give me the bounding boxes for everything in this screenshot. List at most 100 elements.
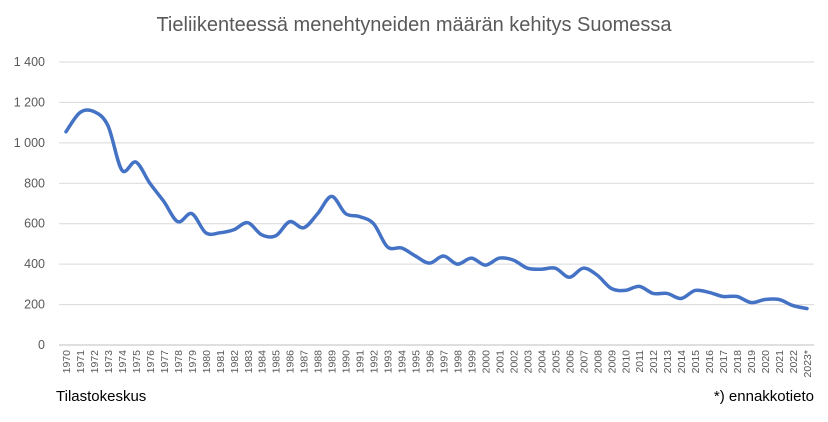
data-point	[344, 212, 348, 216]
data-point	[260, 233, 264, 237]
data-point	[665, 291, 669, 295]
data-point	[581, 266, 585, 270]
data-point	[414, 254, 418, 258]
x-tick-label: 2016	[704, 350, 716, 374]
data-point	[92, 110, 96, 114]
x-tick-label: 1975	[131, 350, 143, 374]
x-tick-label: 1987	[299, 350, 311, 374]
data-point	[232, 228, 236, 232]
data-point	[553, 266, 557, 270]
data-point	[358, 215, 362, 219]
data-point	[791, 304, 795, 308]
y-tick-label: 200	[24, 298, 45, 312]
data-point	[763, 298, 767, 302]
data-point	[288, 220, 292, 224]
x-tick-label: 1976	[145, 350, 157, 374]
data-point	[134, 160, 138, 164]
x-tick-label: 2017	[718, 350, 730, 374]
x-tick-label: 2023*	[802, 350, 814, 377]
y-tick-label: 1 000	[14, 136, 45, 150]
x-tick-label: 2005	[550, 350, 562, 374]
x-tick-label: 1974	[117, 350, 129, 374]
y-tick-label: 800	[24, 176, 45, 190]
data-point	[372, 222, 376, 226]
data-point	[316, 212, 320, 216]
x-tick-label: 1982	[229, 350, 241, 374]
x-tick-label: 2007	[578, 350, 590, 374]
x-tick-label: 1971	[75, 350, 87, 374]
data-point	[511, 258, 515, 262]
data-point	[120, 168, 124, 172]
data-point	[469, 256, 473, 260]
x-tick-label: 2018	[732, 350, 744, 374]
x-tick-label: 2021	[774, 350, 786, 374]
y-tick-label: 600	[24, 217, 45, 231]
x-tick-label: 1999	[466, 350, 478, 374]
x-tick-label: 2000	[480, 350, 492, 374]
x-tick-label: 1972	[89, 350, 101, 374]
x-tick-label: 2001	[494, 350, 506, 374]
data-point	[106, 124, 110, 128]
y-tick-label: 0	[38, 338, 45, 352]
y-tick-label: 400	[24, 257, 45, 271]
data-point	[274, 234, 278, 238]
x-tick-label: 2020	[760, 350, 772, 374]
data-point	[64, 130, 68, 134]
data-point	[735, 294, 739, 298]
data-point	[497, 256, 501, 260]
data-point	[190, 212, 194, 216]
x-tick-label: 2015	[690, 350, 702, 374]
x-tick-label: 1978	[173, 350, 185, 374]
data-point	[246, 221, 250, 225]
data-point	[749, 301, 753, 305]
data-point	[78, 111, 82, 115]
x-tick-label: 2022	[788, 350, 800, 374]
data-point	[707, 290, 711, 294]
data-point	[148, 181, 152, 185]
data-point	[400, 246, 404, 250]
data-point	[455, 262, 459, 266]
data-point	[805, 307, 809, 311]
data-point	[428, 261, 432, 265]
x-tick-label: 1979	[187, 350, 199, 374]
data-point	[218, 231, 222, 235]
data-point	[651, 291, 655, 295]
x-tick-label: 2003	[522, 350, 534, 374]
x-tick-label: 1988	[313, 350, 325, 374]
x-tick-label: 1994	[397, 350, 409, 374]
x-tick-label: 2013	[662, 350, 674, 374]
x-tick-label: 2006	[564, 350, 576, 374]
data-point	[176, 220, 180, 224]
x-tick-label: 1981	[215, 350, 227, 374]
x-tick-label: 1985	[271, 350, 283, 374]
data-point	[330, 194, 334, 198]
data-point	[721, 294, 725, 298]
x-tick-label: 1990	[341, 350, 353, 374]
data-point	[483, 263, 487, 267]
x-tick-label: 2014	[676, 350, 688, 374]
x-tick-label: 1970	[61, 350, 73, 374]
x-tick-label: 2019	[746, 350, 758, 374]
chart-title: Tieliikenteessä menehtyneiden määrän keh…	[156, 14, 672, 36]
data-point	[204, 231, 208, 235]
data-point	[623, 288, 627, 292]
x-tick-label: 2011	[634, 350, 646, 373]
data-point	[441, 254, 445, 258]
x-tick-label: 1992	[369, 350, 381, 374]
data-point	[693, 288, 697, 292]
source-label: Tilastokeskus	[56, 388, 147, 405]
data-points	[64, 110, 809, 311]
x-tick-label: 1984	[257, 350, 269, 374]
x-tick-label: 2012	[648, 350, 660, 374]
y-tick-label: 1 400	[14, 55, 45, 69]
x-tick-label: 1993	[383, 350, 395, 374]
data-point	[525, 266, 529, 270]
y-axis-ticks: 0 200 400 600 800 1 000 1 200 1 400	[14, 55, 45, 352]
x-tick-label: 1997	[438, 350, 450, 374]
data-point	[162, 199, 166, 203]
x-tick-label: 2010	[620, 350, 632, 374]
x-tick-label: 1983	[243, 350, 255, 374]
data-point	[567, 275, 571, 279]
series-line	[64, 108, 809, 311]
